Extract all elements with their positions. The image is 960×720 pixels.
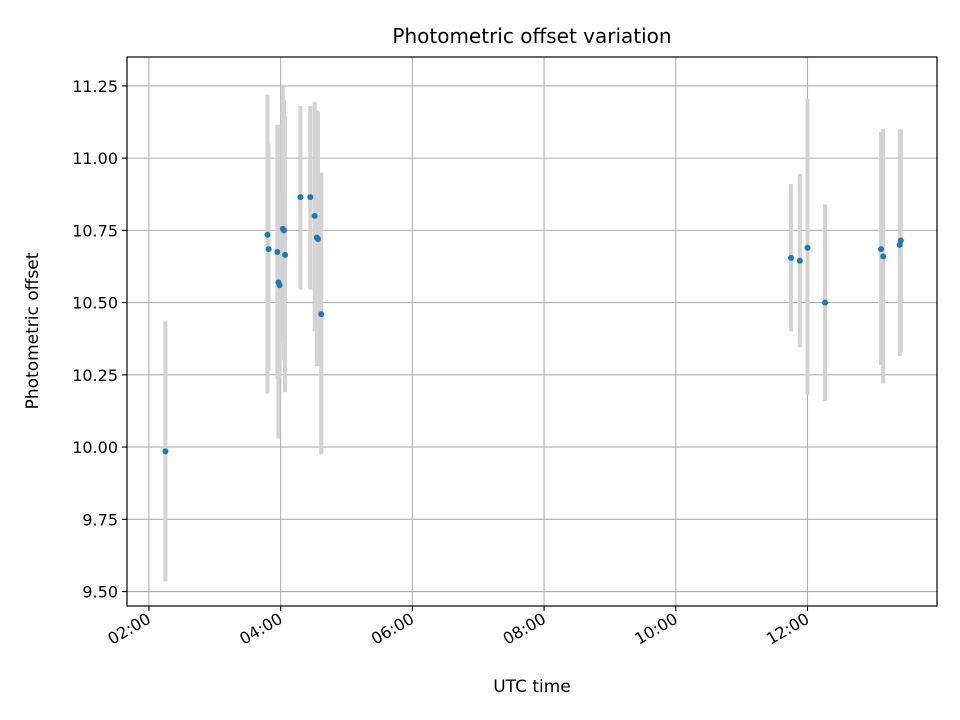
- data-point: [311, 212, 318, 219]
- data-points: [162, 194, 904, 455]
- data-point: [265, 246, 272, 253]
- y-axis-ticks: 9.50 9.75 10.00 10.25 10.50 10.75 11.00 11.25: [72, 77, 127, 602]
- data-point: [880, 253, 887, 260]
- plot-frame: [126, 56, 938, 607]
- data-point: [282, 251, 289, 258]
- data-point: [280, 227, 287, 234]
- data-point: [878, 246, 885, 253]
- data-point: [297, 194, 304, 201]
- data-point: [788, 254, 795, 261]
- data-point: [796, 257, 803, 264]
- data-point: [314, 236, 321, 243]
- y-tick-label: 10.50: [72, 294, 118, 313]
- y-axis-label: Photometric offset: [23, 252, 43, 409]
- y-tick-label: 9.75: [82, 510, 118, 529]
- data-point: [897, 237, 904, 244]
- data-point: [318, 311, 325, 318]
- y-tick-label: 10.00: [72, 438, 118, 457]
- grid: [127, 57, 937, 606]
- data-point: [274, 249, 281, 256]
- y-tick-label: 10.75: [72, 221, 118, 240]
- data-point: [822, 299, 829, 306]
- y-tick-label: 11.00: [72, 149, 118, 168]
- data-point: [276, 282, 283, 289]
- data-point: [307, 194, 314, 201]
- data-point: [804, 244, 811, 251]
- y-tick-label: 10.25: [72, 366, 118, 385]
- y-tick-label: 9.50: [82, 583, 118, 602]
- x-axis-label: UTC time: [493, 677, 571, 697]
- data-point: [264, 231, 271, 238]
- y-tick-label: 11.25: [72, 77, 118, 96]
- chart-title: Photometric offset variation: [392, 24, 671, 48]
- data-point: [162, 448, 169, 455]
